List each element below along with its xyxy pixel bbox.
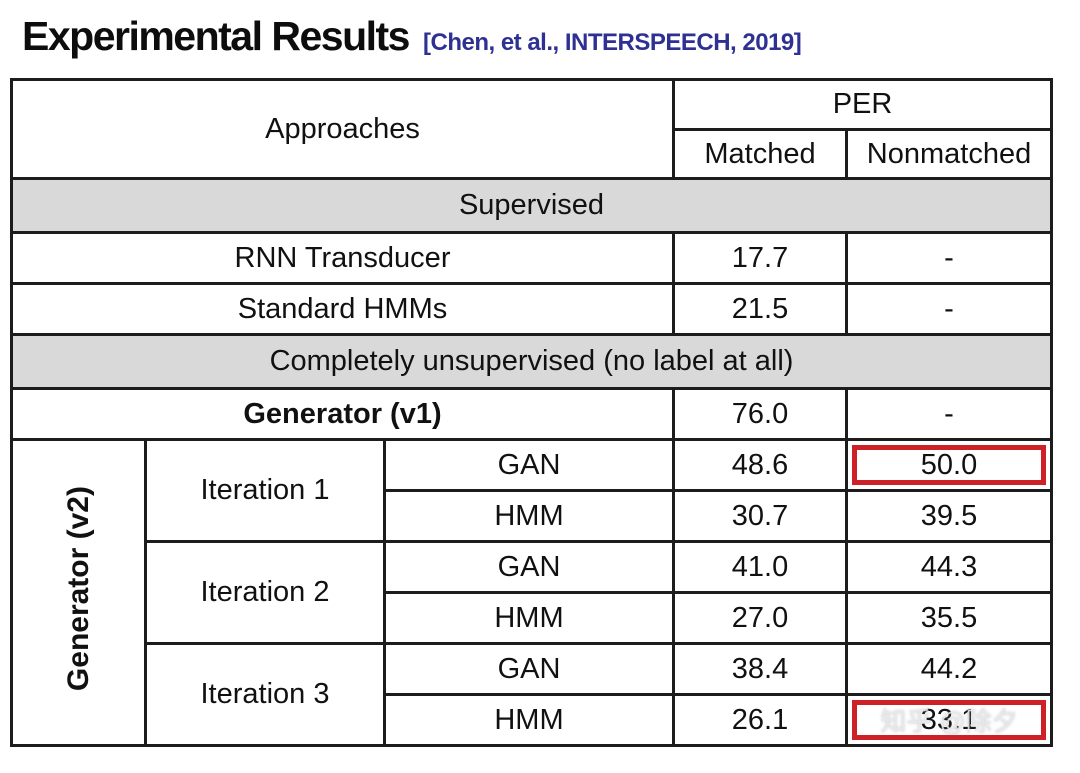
header-approaches-cell: Approaches — [10, 78, 675, 180]
matched-value-cell: 41.0 — [672, 540, 848, 594]
matched-value-cell: 48.6 — [672, 438, 848, 492]
row-standard-hmms: Standard HMMs 21.5 - — [10, 282, 1054, 336]
section-row-unsupervised: Completely unsupervised (no label at all… — [9, 333, 1054, 390]
iteration-label-cell: Iteration 1 — [144, 438, 386, 543]
iteration-label-cell: Iteration 2 — [144, 540, 386, 645]
title-row: Experimental Results [Chen, et al., INTE… — [0, 0, 1080, 60]
generator-v2-label: Generator (v2) — [61, 485, 95, 692]
matched-value-cell: 26.1 — [672, 693, 848, 747]
model-cell: HMM — [383, 591, 675, 645]
header-row-2: Matched Nonmatched — [12, 128, 1054, 180]
model-cell: GAN — [383, 438, 675, 492]
results-table: Approaches PER Matched Nonmatched Superv… — [9, 78, 1054, 747]
nonmatched-value-cell: 35.5 — [844, 591, 1054, 645]
slide-canvas: Experimental Results [Chen, et al., INTE… — [0, 0, 1080, 747]
nonmatched-value-cell: 44.3 — [844, 540, 1054, 594]
page-title: Experimental Results — [22, 13, 411, 59]
nonmatched-value-cell: - — [844, 231, 1054, 285]
matched-value-cell: 38.4 — [672, 642, 848, 696]
nonmatched-value-cell: 50.0 — [844, 438, 1054, 492]
matched-value-cell: 27.0 — [672, 591, 848, 645]
iteration-label-cell: Iteration 3 — [144, 642, 386, 747]
matched-value-cell: 30.7 — [672, 489, 848, 543]
nonmatched-value-cell: 44.2 — [844, 642, 1054, 696]
approach-cell: RNN Transducer — [10, 231, 675, 285]
row-iter1-hmm: HMM 30.7 39.5 — [12, 489, 1054, 543]
header-matched-cell: Matched — [672, 128, 848, 180]
nonmatched-value-cell: - — [844, 282, 1054, 336]
nonmatched-value-cell: - — [844, 387, 1054, 441]
row-iter2-gan: Iteration 2 GAN 41.0 44.3 — [12, 540, 1054, 645]
header-row-1: Approaches PER — [10, 78, 1054, 180]
matched-value-cell: 21.5 — [672, 282, 848, 336]
row-iter2-hmm: HMM 27.0 35.5 — [12, 591, 1054, 645]
row-generator-v1: Generator (v1) 76.0 - — [10, 387, 1054, 441]
approach-cell: Generator (v1) — [10, 387, 675, 441]
matched-value-cell: 17.7 — [672, 231, 848, 285]
approach-cell: Standard HMMs — [10, 282, 675, 336]
matched-value-cell: 76.0 — [672, 387, 848, 441]
generator-v2-cell: Generator (v2) — [10, 438, 147, 747]
nonmatched-value: 33.1 — [920, 703, 978, 736]
nonmatched-value-cell: 33.1 知乎 @除夕 — [844, 693, 1054, 747]
model-cell: GAN — [383, 540, 675, 594]
nonmatched-value: 50.0 — [920, 448, 978, 481]
section-row-supervised: Supervised — [9, 177, 1054, 234]
model-cell: GAN — [383, 642, 675, 696]
model-cell: HMM — [383, 489, 675, 543]
section-unsupervised-label: Completely unsupervised (no label at all… — [9, 333, 1054, 390]
section-supervised-label: Supervised — [9, 177, 1054, 234]
header-per-cell: PER — [671, 78, 1054, 131]
nonmatched-value-cell: 39.5 — [844, 489, 1054, 543]
row-iter3-gan: Iteration 3 GAN 38.4 44.2 — [12, 642, 1054, 747]
model-cell: HMM — [383, 693, 675, 747]
row-rnn-transducer: RNN Transducer 17.7 - — [10, 231, 1054, 285]
header-nonmatched-cell: Nonmatched — [844, 128, 1054, 180]
row-iter1-gan: Generator (v2) Iteration 1 GAN 48.6 50.0 — [10, 438, 1054, 747]
citation-text: [Chen, et al., INTERSPEECH, 2019] — [423, 29, 802, 56]
